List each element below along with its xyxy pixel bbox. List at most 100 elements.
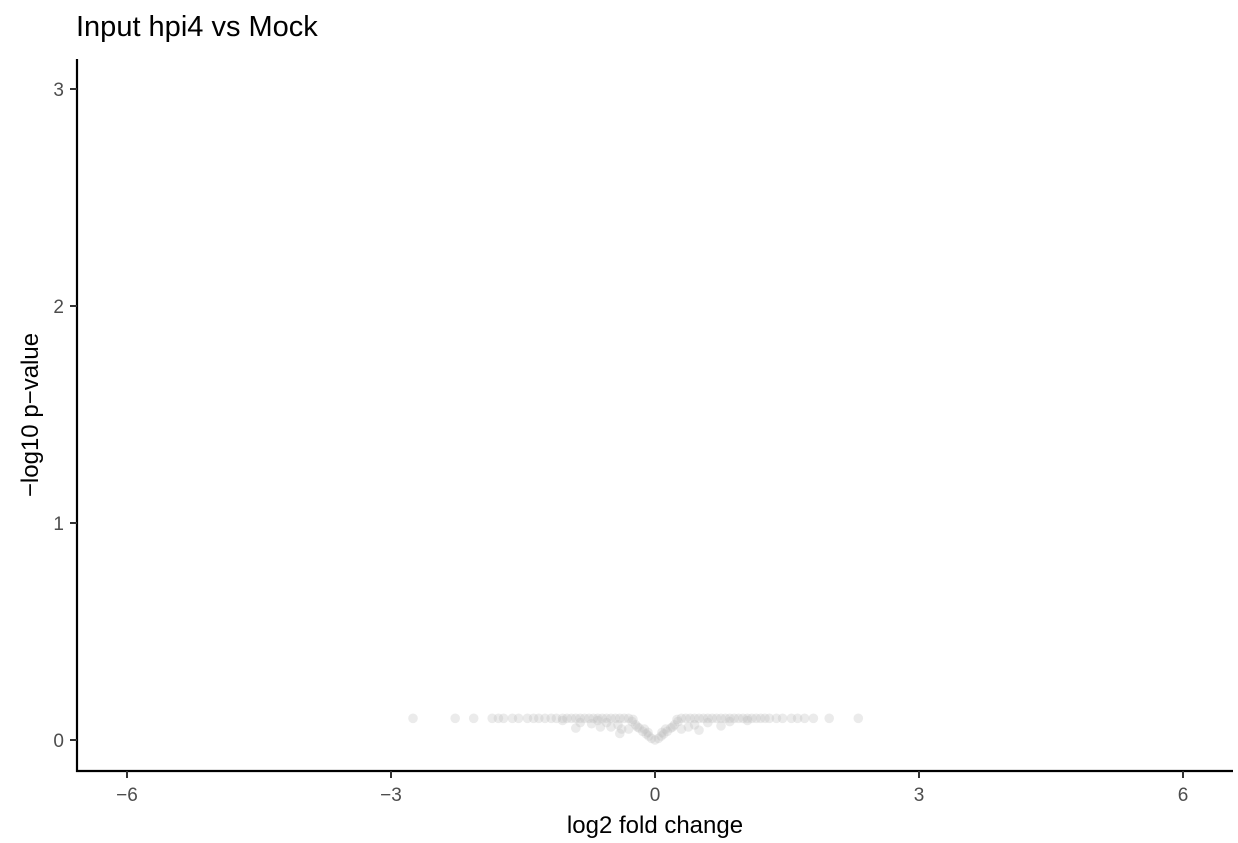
y-tick-label: 1 <box>53 514 64 535</box>
data-point <box>579 713 590 724</box>
data-point <box>755 713 766 724</box>
data-point <box>601 713 612 724</box>
data-point <box>540 713 550 724</box>
chart-title: Input hpi4 vs Mock <box>76 11 318 43</box>
data-point <box>738 713 748 724</box>
data-point <box>613 720 623 730</box>
data-point <box>546 713 556 724</box>
data-point <box>685 713 695 724</box>
data-point <box>742 713 753 724</box>
data-point <box>628 714 638 725</box>
data-point <box>619 713 629 724</box>
data-point <box>689 713 700 724</box>
data-point <box>643 727 653 738</box>
data-point <box>659 729 669 739</box>
data-point <box>634 723 644 733</box>
y-axis-title: −log10 p−value <box>17 333 44 497</box>
data-point <box>593 713 603 724</box>
data-point <box>610 713 621 724</box>
data-point <box>808 713 819 724</box>
data-point <box>707 713 717 724</box>
data-point <box>584 713 594 724</box>
data-point <box>507 713 518 724</box>
data-point <box>493 713 504 724</box>
data-point <box>656 731 666 741</box>
y-tick-label: 3 <box>53 80 64 101</box>
data-point <box>498 713 509 724</box>
data-point <box>487 713 498 724</box>
data-point <box>627 716 637 727</box>
data-point <box>662 726 673 737</box>
data-point <box>557 715 568 726</box>
data-point <box>786 713 797 724</box>
data-point <box>606 713 616 724</box>
data-point <box>616 724 627 734</box>
data-point <box>623 724 634 734</box>
data-point <box>742 715 753 726</box>
x-axis-ticks: −6 −3 0 3 6 <box>116 771 1188 806</box>
x-tick-label: 3 <box>914 785 925 806</box>
data-point <box>760 713 770 724</box>
data-point <box>646 733 657 744</box>
data-point <box>641 729 651 739</box>
data-point <box>615 728 625 739</box>
data-point <box>694 725 704 735</box>
data-point <box>673 716 683 727</box>
data-point <box>689 720 700 730</box>
data-point <box>630 720 641 730</box>
data-point <box>595 722 606 732</box>
data-point <box>650 735 660 745</box>
y-axis-ticks: 0 1 2 3 <box>53 80 77 752</box>
data-point <box>571 713 581 724</box>
data-point <box>716 721 726 731</box>
data-point <box>566 713 577 724</box>
data-point <box>513 713 524 724</box>
data-point <box>711 713 722 724</box>
data-point <box>639 724 650 734</box>
data-point <box>771 713 782 724</box>
data-points <box>408 713 864 745</box>
data-point <box>586 718 597 729</box>
data-point <box>557 713 568 724</box>
data-point <box>824 713 834 724</box>
data-point <box>571 723 581 733</box>
data-point <box>615 713 625 724</box>
data-point <box>698 713 709 724</box>
data-point <box>703 717 713 728</box>
data-point <box>637 726 648 737</box>
data-point <box>666 723 676 733</box>
data-point <box>528 713 539 724</box>
data-point <box>747 713 757 724</box>
data-point <box>669 720 680 730</box>
data-point <box>729 713 739 724</box>
data-point <box>660 724 671 734</box>
data-point <box>676 724 687 734</box>
x-tick-label: 0 <box>650 785 661 806</box>
data-point <box>720 713 731 724</box>
data-point <box>751 713 761 724</box>
data-point <box>551 713 562 724</box>
x-tick-label: −6 <box>116 785 138 806</box>
data-point <box>683 722 694 732</box>
data-point <box>653 733 664 744</box>
data-point <box>667 722 678 732</box>
x-tick-label: 6 <box>1178 785 1189 806</box>
data-point <box>725 716 735 727</box>
data-point <box>725 713 735 724</box>
data-point <box>792 713 803 724</box>
data-point <box>694 713 704 724</box>
data-point <box>644 731 654 741</box>
y-tick-label: 0 <box>53 731 64 752</box>
data-point <box>534 713 544 724</box>
data-point <box>853 713 864 724</box>
data-point <box>522 713 533 724</box>
data-point <box>562 713 572 724</box>
data-point <box>575 713 585 724</box>
data-point <box>597 713 607 724</box>
data-point <box>408 713 418 724</box>
data-point <box>450 713 461 724</box>
data-point <box>657 727 667 738</box>
x-axis-title: log2 fold change <box>567 812 743 839</box>
data-point <box>703 713 713 724</box>
data-point <box>623 713 634 724</box>
